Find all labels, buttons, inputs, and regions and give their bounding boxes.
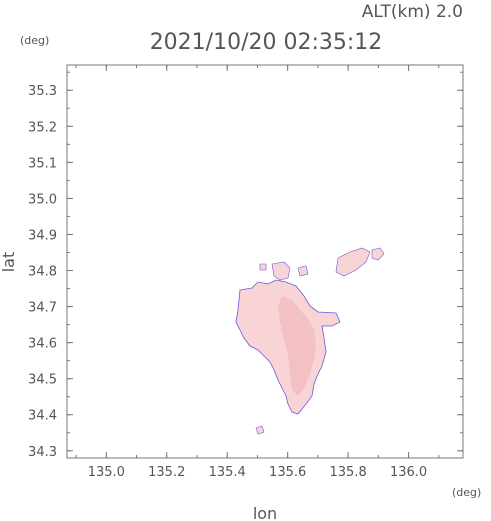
x-tick-label: 135.8	[330, 465, 367, 480]
y-tick-label: 34.3	[28, 445, 57, 460]
y-tick-label: 34.7	[28, 301, 57, 316]
echo-north-cell	[271, 261, 291, 281]
radar-echo	[235, 247, 385, 435]
y-unit-label: (deg)	[20, 34, 49, 47]
y-tick-label: 34.4	[28, 409, 57, 424]
x-tick-label: 136.0	[390, 465, 427, 480]
x-tick-label: 135.0	[88, 465, 125, 480]
y-tick-label: 34.9	[28, 228, 57, 243]
y-tick-label: 34.5	[28, 373, 57, 388]
echo-core-region	[278, 296, 316, 396]
y-tick-label: 35.2	[28, 120, 57, 135]
y-tick-label: 35.3	[28, 84, 57, 99]
x-axis-label: lon	[253, 504, 277, 521]
altitude-label: ALT(km) 2.0	[362, 2, 463, 22]
timestamp-title: 2021/10/20 02:35:12	[150, 30, 383, 55]
y-tick-label: 34.8	[28, 265, 57, 280]
x-tick-label: 135.4	[209, 465, 246, 480]
x-unit-label: (deg)	[452, 486, 481, 499]
x-ticks: 135.0 135.2 135.4 135.6 135.8 136.0	[75, 65, 440, 480]
x-tick-label: 135.2	[148, 465, 185, 480]
echo-south-speck	[255, 425, 265, 435]
echo-west-fragment	[259, 263, 267, 271]
y-tick-label: 35.0	[28, 192, 57, 207]
y-tick-label: 34.6	[28, 337, 57, 352]
plot-frame	[66, 64, 464, 459]
y-ticks: 34.3 34.4 34.5 34.6 34.7 34.8 34.9 35.0 35.1 35.2…	[28, 71, 463, 460]
echo-small-cell	[297, 265, 309, 277]
echo-northeast-cell	[335, 247, 371, 277]
y-axis-label: lat	[0, 252, 18, 273]
y-tick-label: 35.1	[28, 156, 57, 171]
echo-east-cell	[371, 247, 385, 261]
x-tick-label: 135.6	[269, 465, 306, 480]
